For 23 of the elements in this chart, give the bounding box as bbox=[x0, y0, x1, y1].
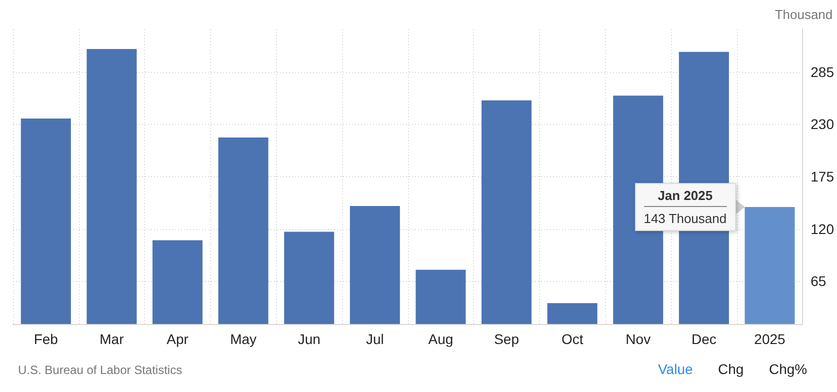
x-tick-label: Nov bbox=[626, 331, 651, 347]
y-tick-label: 175 bbox=[810, 168, 834, 184]
toggle-button[interactable]: Chg bbox=[718, 361, 744, 377]
x-tick-label: Jun bbox=[298, 331, 320, 347]
text: U.S. Bureau of Labor Statistics bbox=[18, 363, 182, 377]
toggle-button[interactable]: Value bbox=[658, 361, 693, 377]
x-tick-label: Dec bbox=[691, 331, 716, 347]
toggle-button[interactable]: Chg% bbox=[769, 361, 808, 377]
y-tick-label: 285 bbox=[810, 64, 834, 80]
y-tick-label: 120 bbox=[810, 220, 834, 237]
x-tick-label: Jul bbox=[366, 331, 384, 347]
x-tick-label: Apr bbox=[166, 331, 189, 347]
x-tick-label: Oct bbox=[561, 331, 584, 347]
x-tick-label: May bbox=[230, 331, 257, 347]
x-tick-label: Aug bbox=[428, 331, 454, 347]
x-tick-label: 2025 bbox=[754, 331, 786, 347]
y-axis-title: Thousand bbox=[774, 7, 833, 22]
x-tick-label: Feb bbox=[34, 331, 58, 347]
annotation: Jan 2025 143 Thousand bbox=[644, 188, 727, 226]
x-tick-label: Mar bbox=[100, 331, 124, 347]
y-tick-label: 65 bbox=[810, 273, 826, 290]
y-tick-label: 230 bbox=[810, 116, 834, 132]
x-tick-label: Sep bbox=[494, 331, 520, 347]
